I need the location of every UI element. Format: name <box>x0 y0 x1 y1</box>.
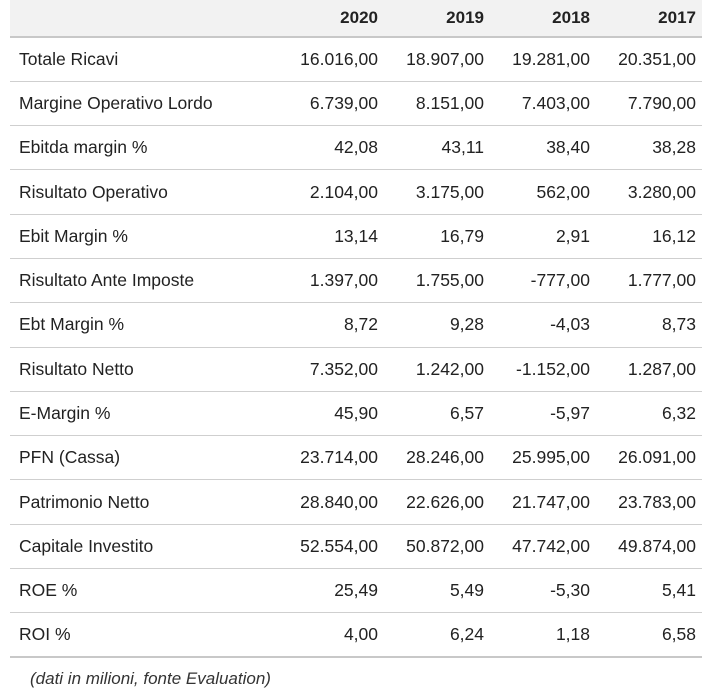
value-cell: 5,49 <box>384 568 490 614</box>
value-cell: 9,28 <box>384 302 490 348</box>
value-cell: 3.175,00 <box>384 169 490 215</box>
value-cell: 7.352,00 <box>278 347 384 392</box>
value-cell: 2.104,00 <box>278 169 384 215</box>
value-cell: 1.777,00 <box>596 258 702 304</box>
value-cell: 13,14 <box>278 214 384 259</box>
value-cell: 42,08 <box>278 125 384 171</box>
value-cell: 23.714,00 <box>278 435 384 481</box>
value-cell: -777,00 <box>490 258 596 304</box>
value-cell: 47.742,00 <box>490 524 596 570</box>
row-label: Ebitda margin % <box>10 125 278 171</box>
value-cell: 45,90 <box>278 391 384 437</box>
value-cell: 8.151,00 <box>384 81 490 127</box>
value-cell: 1,18 <box>490 612 596 659</box>
value-cell: 8,73 <box>596 302 702 348</box>
table-row: ROI % 4,00 6,24 1,18 6,58 <box>10 612 702 659</box>
row-label: Risultato Netto <box>10 347 278 392</box>
value-cell: 6,58 <box>596 612 702 659</box>
value-cell: 38,28 <box>596 125 702 171</box>
row-label: ROE % <box>10 568 278 614</box>
table-row: E-Margin % 45,90 6,57 -5,97 6,32 <box>10 391 702 437</box>
value-cell: 6,24 <box>384 612 490 659</box>
table-row: Totale Ricavi 16.016,00 18.907,00 19.281,00… <box>10 37 702 82</box>
value-cell: -5,30 <box>490 568 596 614</box>
value-cell: 20.351,00 <box>596 37 702 82</box>
table-row: Patrimonio Netto 28.840,00 22.626,00 21.747… <box>10 479 702 525</box>
value-cell: -1.152,00 <box>490 347 596 392</box>
header-label-cell <box>10 0 278 38</box>
table-row: ROE % 25,49 5,49 -5,30 5,41 <box>10 568 702 614</box>
value-cell: 8,72 <box>278 302 384 348</box>
value-cell: 49.874,00 <box>596 524 702 570</box>
value-cell: 26.091,00 <box>596 435 702 481</box>
value-cell: 5,41 <box>596 568 702 614</box>
table-body: Totale Ricavi 16.016,00 18.907,00 19.281,00… <box>10 37 702 659</box>
value-cell: 16,79 <box>384 214 490 259</box>
row-label: E-Margin % <box>10 391 278 437</box>
header-year-cell: 2018 <box>490 0 596 38</box>
header-year-cell: 2020 <box>278 0 384 38</box>
value-cell: 22.626,00 <box>384 479 490 525</box>
header-year-cell: 2019 <box>384 0 490 38</box>
value-cell: 23.783,00 <box>596 479 702 525</box>
table-row: Ebitda margin % 42,08 43,11 38,40 38,28 <box>10 125 702 171</box>
table-row: Risultato Netto 7.352,00 1.242,00 -1.152,00… <box>10 347 702 392</box>
table-row: Risultato Ante Imposte 1.397,00 1.755,00 -7… <box>10 258 702 304</box>
header-row: 2020 2019 2018 2017 <box>10 0 702 38</box>
header-year-cell: 2017 <box>596 0 702 38</box>
value-cell: -5,97 <box>490 391 596 437</box>
value-cell: 16,12 <box>596 214 702 259</box>
row-label: Margine Operativo Lordo <box>10 81 278 127</box>
value-cell: 1.287,00 <box>596 347 702 392</box>
value-cell: 6,32 <box>596 391 702 437</box>
table-header: 2020 2019 2018 2017 <box>10 0 702 38</box>
value-cell: 28.246,00 <box>384 435 490 481</box>
value-cell: 1.755,00 <box>384 258 490 304</box>
value-cell: 21.747,00 <box>490 479 596 525</box>
value-cell: 16.016,00 <box>278 37 384 82</box>
table-row: Capitale Investito 52.554,00 50.872,00 47.7… <box>10 524 702 570</box>
row-label: Ebt Margin % <box>10 302 278 348</box>
value-cell: 7.790,00 <box>596 81 702 127</box>
row-label: Risultato Operativo <box>10 169 278 215</box>
row-label: Totale Ricavi <box>10 37 278 82</box>
source-note: (dati in milioni, fonte Evaluation) <box>30 669 271 688</box>
table-row: Margine Operativo Lordo 6.739,00 8.151,00 7… <box>10 81 702 127</box>
table-row: Risultato Operativo 2.104,00 3.175,00 562,0… <box>10 169 702 215</box>
value-cell: 1.397,00 <box>278 258 384 304</box>
row-label: PFN (Cassa) <box>10 435 278 481</box>
value-cell: 19.281,00 <box>490 37 596 82</box>
value-cell: 50.872,00 <box>384 524 490 570</box>
value-cell: 1.242,00 <box>384 347 490 392</box>
value-cell: 3.280,00 <box>596 169 702 215</box>
row-label: Risultato Ante Imposte <box>10 258 278 304</box>
table-row: Ebit Margin % 13,14 16,79 2,91 16,12 <box>10 214 702 259</box>
table-row: PFN (Cassa) 23.714,00 28.246,00 25.995,00 26… <box>10 435 702 481</box>
value-cell: 25.995,00 <box>490 435 596 481</box>
row-label: ROI % <box>10 612 278 659</box>
value-cell: 2,91 <box>490 214 596 259</box>
value-cell: 6.739,00 <box>278 81 384 127</box>
value-cell: 52.554,00 <box>278 524 384 570</box>
value-cell: 25,49 <box>278 568 384 614</box>
value-cell: 18.907,00 <box>384 37 490 82</box>
value-cell: 4,00 <box>278 612 384 659</box>
value-cell: 6,57 <box>384 391 490 437</box>
value-cell: 38,40 <box>490 125 596 171</box>
row-label: Patrimonio Netto <box>10 479 278 525</box>
row-label: Capitale Investito <box>10 524 278 570</box>
value-cell: -4,03 <box>490 302 596 348</box>
table-row: Ebt Margin % 8,72 9,28 -4,03 8,73 <box>10 302 702 348</box>
row-label: Ebit Margin % <box>10 214 278 259</box>
financial-table: 2020 2019 2018 2017 Totale Ricavi 16.016,00 1… <box>10 0 702 659</box>
value-cell: 562,00 <box>490 169 596 215</box>
value-cell: 7.403,00 <box>490 81 596 127</box>
value-cell: 43,11 <box>384 125 490 171</box>
value-cell: 28.840,00 <box>278 479 384 525</box>
